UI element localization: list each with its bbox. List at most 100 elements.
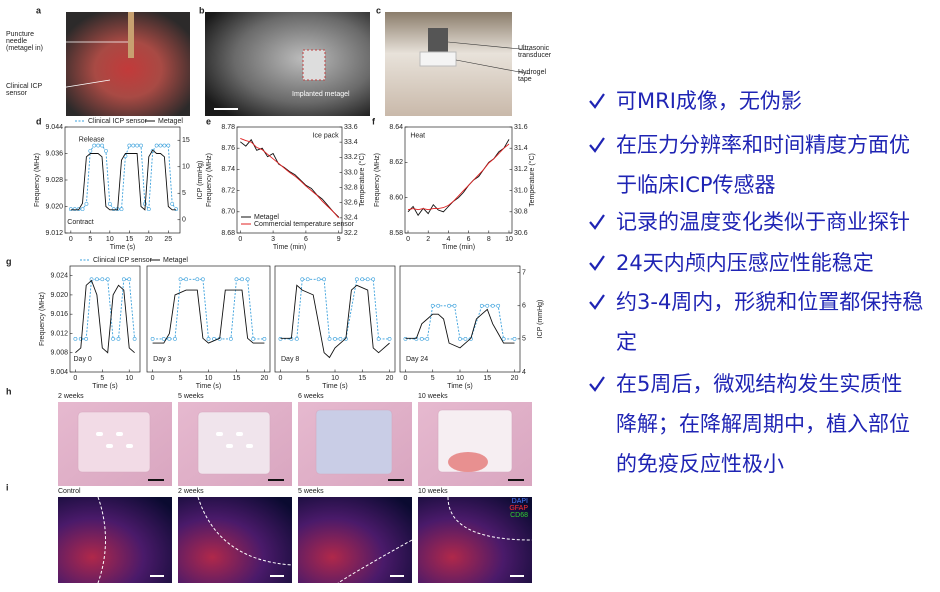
legend-label: Commercial temperature sensor: [254, 221, 355, 228]
data-point: [300, 277, 305, 282]
panel-label: a: [36, 5, 42, 15]
y-tick-label: 8.62: [389, 159, 403, 166]
scale-bar: [390, 575, 404, 577]
data-point: [139, 143, 143, 148]
pointer: [47, 79, 111, 91]
series-line: [407, 139, 510, 217]
legend-label: Clinical ICP sensor: [93, 257, 153, 264]
y-axis-label: Frequency (MHz): [34, 153, 41, 207]
series-line: [70, 145, 177, 211]
y-tick-label: 8.74: [221, 166, 235, 173]
scale-bar: [510, 575, 524, 577]
y2-tick-label: 30.6: [514, 230, 528, 237]
series-line: [280, 284, 390, 359]
x-tick-label: 15: [125, 236, 133, 243]
data-point: [512, 336, 517, 341]
x-tick-label: 4: [446, 236, 450, 243]
image-caption: 2 weeks: [58, 393, 84, 400]
data-point: [132, 336, 137, 341]
y-tick-label: 9.020: [45, 203, 63, 210]
y2-axis-label: Temperature (°C): [528, 153, 536, 207]
data-point: [84, 201, 89, 206]
series-line: [70, 149, 177, 211]
data-point: [173, 336, 177, 341]
y2-tick-label: 31.2: [514, 166, 528, 173]
data-point: [170, 201, 175, 206]
image-caption: 2 weeks: [178, 488, 204, 495]
data-point: [72, 207, 77, 212]
panel-label: g: [6, 256, 12, 266]
x-tick-label: 10: [125, 375, 133, 382]
data-point: [116, 336, 121, 341]
y2-tick-label: 33.6: [344, 124, 358, 131]
x-tick-label: 3: [271, 236, 275, 243]
scale-bar: [270, 575, 284, 577]
x-tick-label: 0: [404, 375, 408, 382]
data-point: [228, 336, 233, 341]
y2-tick-label: 31.4: [514, 145, 528, 152]
bullet-text: 记录的温度变化类似于商业探针: [616, 210, 910, 234]
data-point: [206, 336, 211, 341]
series-line: [240, 137, 340, 219]
data-point: [403, 336, 408, 341]
annotation: Clinical ICP: [6, 83, 43, 90]
bullet-text: 定: [616, 330, 637, 354]
pore: [236, 432, 243, 436]
x-axis-label: Time (s): [447, 383, 472, 390]
pore: [116, 432, 123, 436]
x-axis-label: Time (s): [110, 244, 135, 251]
data-point: [73, 336, 78, 341]
check-icon: [589, 137, 605, 153]
y2-tick-label: 31.0: [514, 187, 528, 194]
x-tick-label: 15: [358, 375, 366, 382]
x-tick-label: 5: [179, 375, 183, 382]
data-point: [161, 336, 166, 341]
pore: [226, 444, 233, 448]
pointer: [455, 59, 531, 75]
y-tick-label: 9.012: [50, 330, 68, 337]
data-point: [234, 277, 239, 282]
data-point: [201, 277, 205, 282]
data-point: [278, 336, 283, 341]
data-point: [419, 336, 424, 341]
image-caption: 6 weeks: [298, 393, 324, 400]
stain-legend: CD68: [510, 512, 528, 519]
fluorescence-image: [178, 497, 292, 583]
pore: [126, 444, 133, 448]
bullet-text: 可MRI成像，无伪影: [616, 89, 802, 113]
pore: [96, 432, 103, 436]
x-tick-label: 5: [88, 236, 92, 243]
data-point: [96, 143, 101, 148]
image-caption: 10 weeks: [418, 488, 448, 495]
series-line: [152, 289, 265, 344]
image-caption: Control: [58, 488, 81, 495]
x-tick-label: 10: [205, 375, 213, 382]
panel-label: b: [199, 5, 205, 15]
photo-b: [205, 12, 370, 116]
pore: [106, 444, 113, 448]
y2-tick-label: 32.6: [344, 200, 358, 207]
bullet: 约3-4周内，形貌和位置都保持稳定: [588, 282, 923, 362]
annotation: (metagel in): [6, 45, 43, 52]
data-point: [92, 143, 97, 148]
x-tick-label: 0: [151, 375, 155, 382]
plot-frame: [69, 265, 141, 373]
y-tick-label: 8.76: [221, 145, 235, 152]
y-tick-label: 8.72: [221, 187, 235, 194]
x-tick-label: 0: [406, 236, 410, 243]
data-point: [452, 303, 457, 308]
y2-tick-label: 5: [182, 190, 186, 197]
legend-label: Metagel: [158, 118, 183, 125]
x-tick-label: 20: [511, 375, 519, 382]
y-tick-label: 9.020: [50, 292, 68, 299]
data-point: [127, 143, 132, 148]
y2-tick-label: 31.6: [514, 124, 528, 131]
data-point: [111, 336, 115, 341]
y-axis-label: Frequency (MHz): [206, 153, 213, 207]
x-tick-label: 15: [233, 375, 241, 382]
x-tick-label: 0: [73, 375, 77, 382]
legend-label: Metagel: [254, 214, 279, 221]
boundary: [337, 539, 413, 584]
y2-tick-label: 32.2: [344, 230, 358, 237]
scale-bar: [148, 479, 164, 481]
